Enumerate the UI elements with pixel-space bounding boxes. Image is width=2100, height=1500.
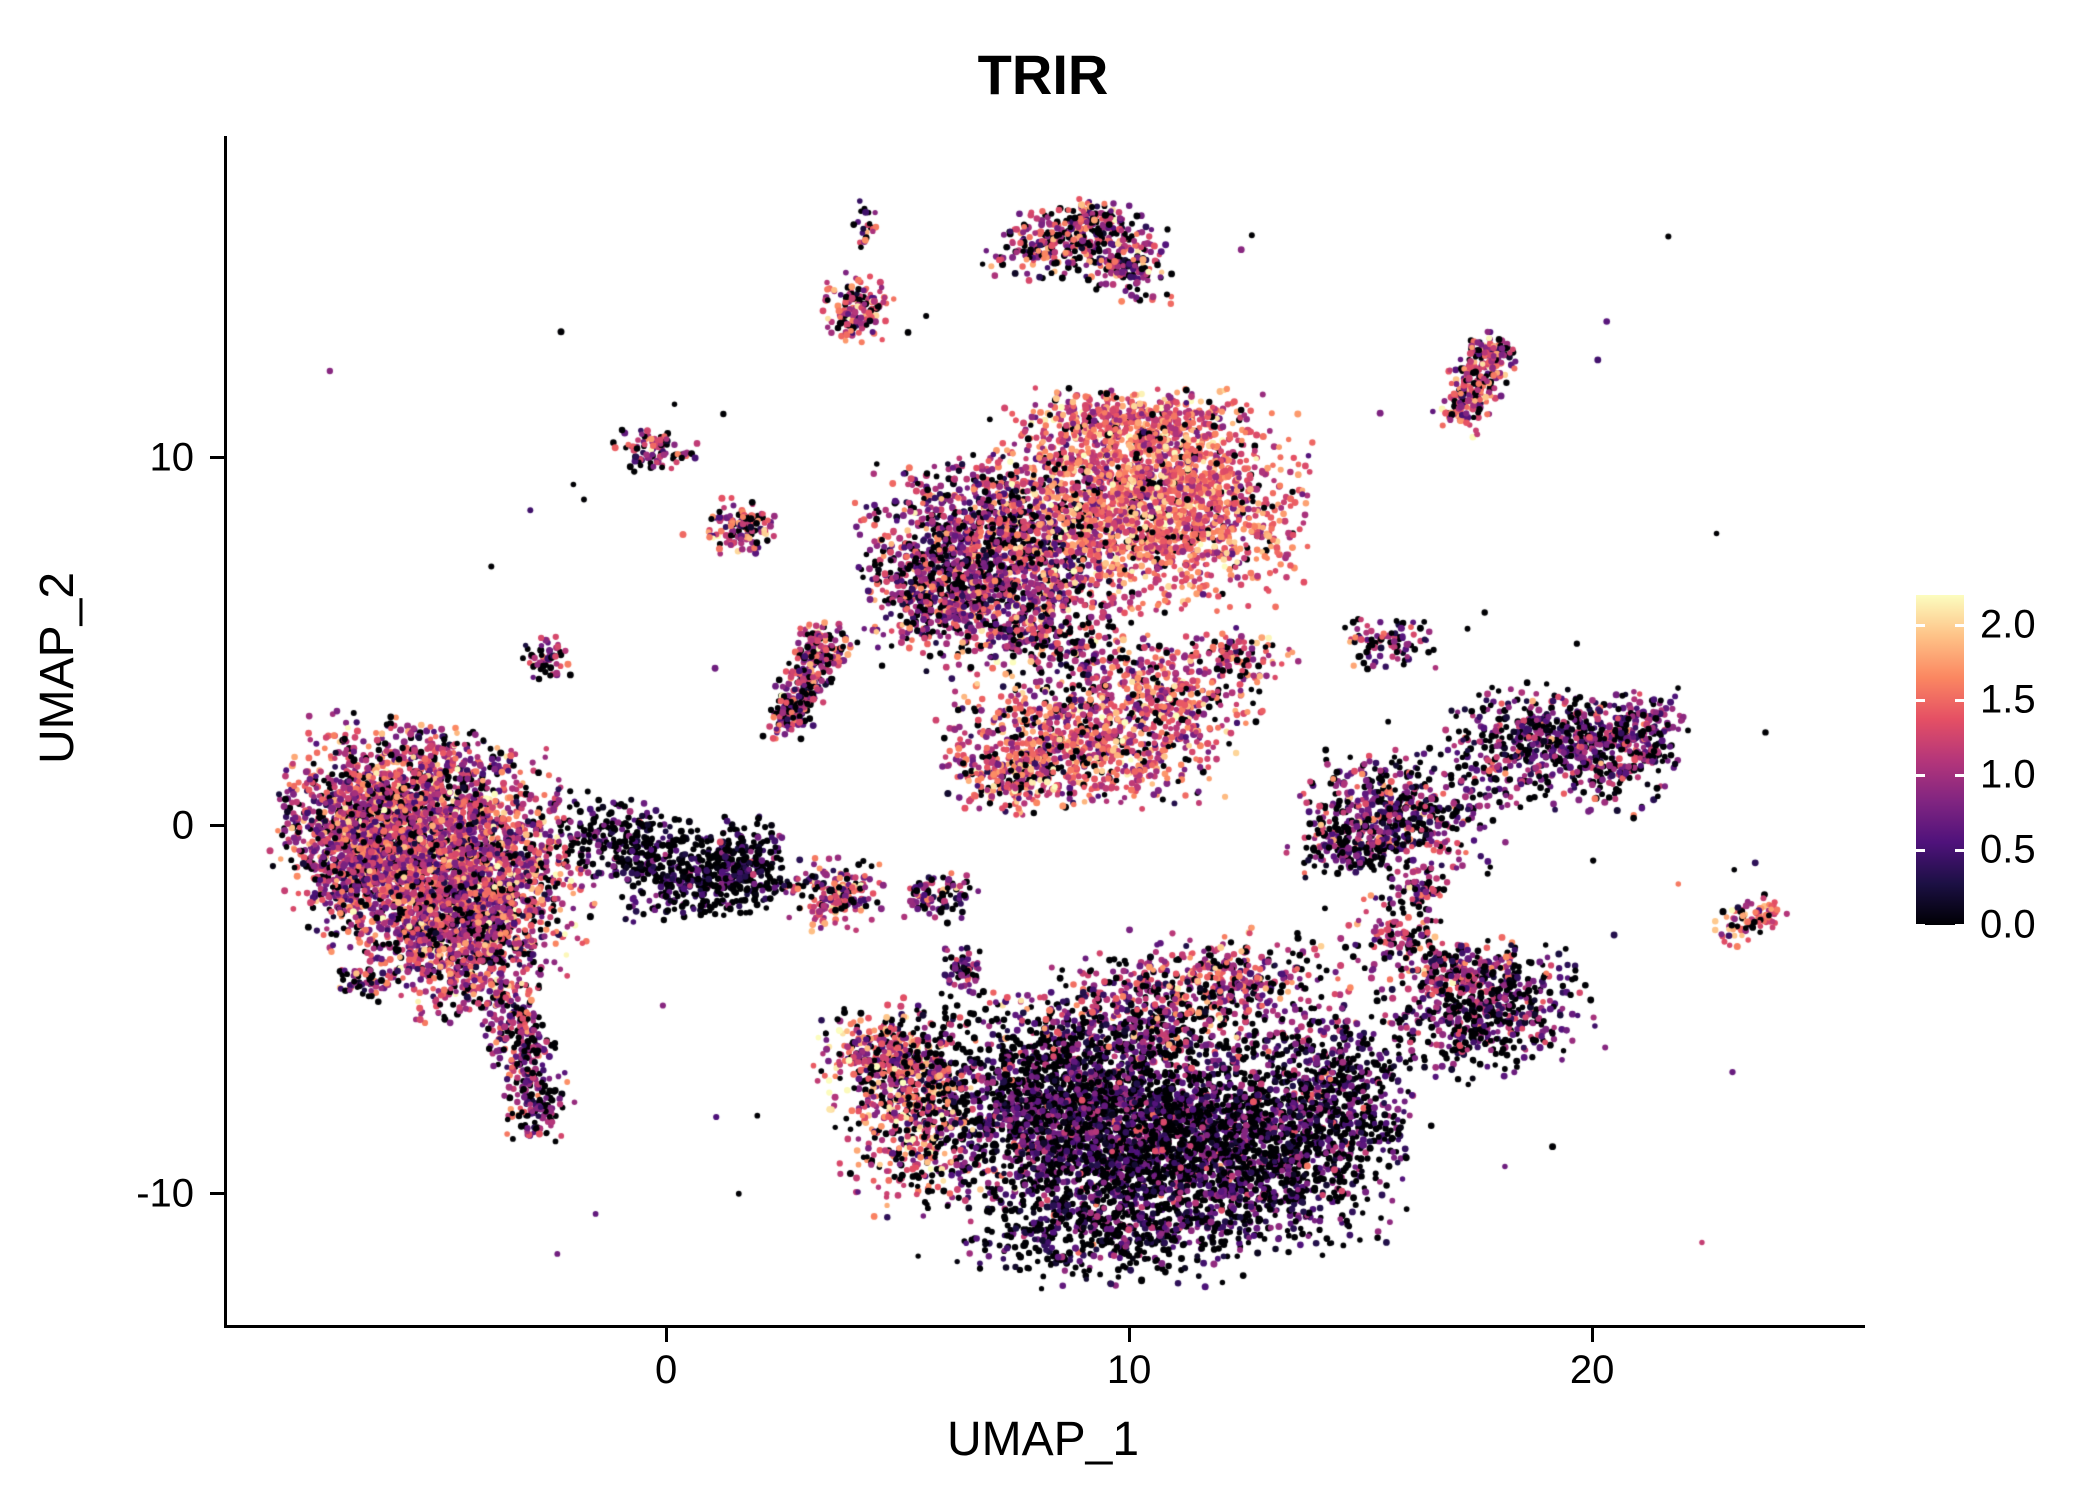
colorbar-gradient [1916,595,1964,925]
colorbar-tick-label: 1.0 [1980,752,2036,797]
chart-title: TRIR [977,43,1109,106]
x-tick-label: 10 [1106,1348,1152,1392]
colorbar-tick-mark [1955,848,1964,852]
colorbar-tick-mark [1955,773,1964,777]
x-axis-line [224,1325,1865,1328]
colorbar-tick-label: 0.5 [1980,827,2036,872]
y-tick-mark [210,824,224,828]
y-tick-mark [210,456,224,460]
x-tick-label: 0 [655,1348,678,1392]
x-axis-title: UMAP_1 [946,1413,1140,1466]
colorbar-tick-label: 1.5 [1980,677,2036,722]
colorbar-tick-mark [1955,698,1964,702]
colorbar-tick-label: 2.0 [1980,602,2036,647]
colorbar-tick-mark [1955,923,1964,927]
colorbar-tick-mark [1916,923,1925,927]
x-tick-mark [1590,1328,1594,1342]
x-tick-mark [1127,1328,1131,1342]
colorbar-tick-mark [1916,773,1925,777]
y-tick-label: -10 [136,1171,194,1216]
x-tick-label: 20 [1569,1348,1615,1392]
colorbar-tick-mark [1955,623,1964,627]
y-axis-title: UMAP_2 [30,572,84,764]
y-tick-mark [210,1192,224,1196]
y-axis-line [224,136,227,1328]
y-tick-label: 10 [149,435,195,480]
colorbar-legend: 2.0 1.5 1.0 0.5 0.0 [1916,595,2100,947]
colorbar-tick-label: 0.0 [1980,902,2036,947]
colorbar-tick-mark [1916,848,1925,852]
y-tick-label: 0 [171,803,194,848]
colorbar-tick-mark [1916,698,1925,702]
colorbar-tick-mark [1916,623,1925,627]
x-tick-mark [664,1328,668,1342]
